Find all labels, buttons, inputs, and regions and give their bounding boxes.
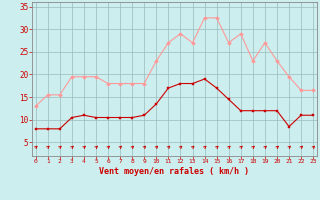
X-axis label: Vent moyen/en rafales ( km/h ): Vent moyen/en rafales ( km/h ) <box>100 167 249 176</box>
